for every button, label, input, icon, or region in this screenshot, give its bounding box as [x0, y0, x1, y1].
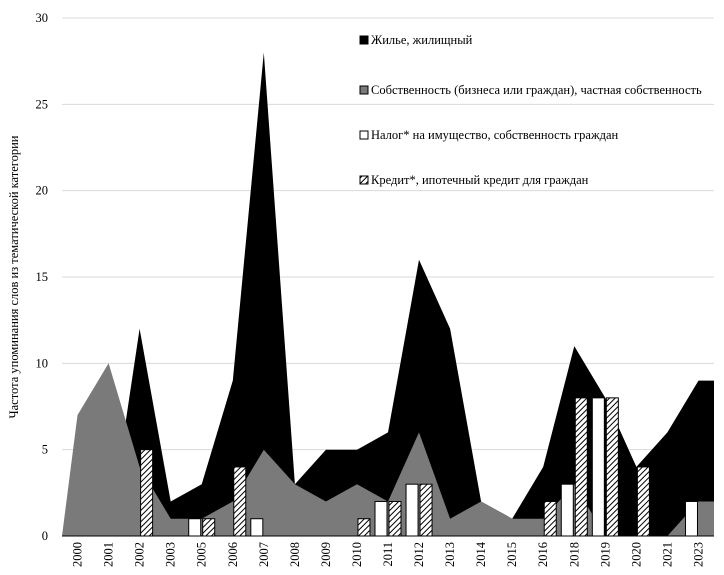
x-tick-label: 2009 [319, 542, 333, 567]
area-series-1 [62, 52, 714, 536]
x-tick-label: 2015 [505, 542, 519, 567]
bar [684, 500, 698, 537]
x-tick-label: 2008 [288, 542, 302, 567]
x-tick-label: 2010 [350, 542, 364, 567]
x-tick-label: 2016 [536, 542, 550, 567]
bar [543, 500, 557, 537]
x-tick-label: 2023 [691, 542, 705, 567]
bar [405, 483, 419, 537]
x-tick-label: 2006 [226, 542, 240, 567]
y-tick-label: 30 [36, 11, 49, 25]
y-tick-label: 5 [42, 443, 48, 457]
x-tick-label: 2007 [257, 542, 271, 567]
x-tick-label: 2014 [474, 541, 488, 567]
legend-swatch [359, 85, 369, 95]
legend-label: Налог* на имущество, собственность гражд… [371, 128, 618, 142]
legend: Жилье, жилищный Собственность (бизнеса ил… [359, 33, 702, 187]
y-tick-label: 15 [36, 270, 49, 284]
x-tick-label: 2011 [381, 542, 395, 567]
x-tick-label: 2005 [195, 542, 209, 567]
x-tick-label: 2003 [164, 542, 178, 567]
x-tick-label: 2013 [443, 542, 457, 567]
x-tick-label: 2019 [598, 542, 612, 567]
x-tick-label: 2021 [660, 542, 674, 567]
x-tick-labels: 2000 2001 2002 2003 2005 2006 2007 2008 2009 2010… [71, 541, 706, 567]
bar [233, 466, 247, 537]
y-tick-labels: 0 5 10 15 20 25 30 [36, 11, 49, 543]
bar [202, 518, 216, 537]
x-tick-label: 2001 [102, 542, 116, 567]
y-tick-label: 10 [36, 356, 49, 370]
y-axis-label: Частота упоминания слов из тематической … [7, 135, 21, 418]
bar [140, 449, 154, 537]
bar [605, 397, 619, 537]
bar [574, 397, 588, 537]
legend-swatch [359, 35, 369, 45]
bar [636, 466, 650, 537]
bar [357, 518, 371, 537]
y-tick-label: 25 [36, 97, 49, 111]
bar-series [140, 397, 698, 537]
x-tick-label: 2020 [629, 542, 643, 567]
x-tick-label: 2018 [567, 542, 581, 567]
area-series [62, 52, 714, 536]
legend-swatch [359, 175, 369, 185]
bar [374, 500, 388, 537]
bar [188, 518, 202, 537]
legend-swatch [359, 130, 369, 140]
x-tick-label: 2000 [71, 542, 85, 567]
bar [250, 518, 264, 537]
legend-label: Кредит*, ипотечный кредит для граждан [371, 173, 589, 187]
y-tick-label: 0 [42, 529, 48, 543]
bar [560, 483, 574, 537]
bar [388, 500, 402, 537]
bar [419, 483, 433, 537]
bar [591, 397, 605, 537]
area-series-2 [62, 363, 714, 536]
x-tick-label: 2002 [133, 542, 147, 567]
y-tick-label: 20 [36, 184, 49, 198]
legend-label: Собственность (бизнеса или граждан), час… [371, 83, 702, 97]
legend-label: Жилье, жилищный [371, 33, 473, 47]
x-tick-label: 2012 [412, 542, 426, 567]
